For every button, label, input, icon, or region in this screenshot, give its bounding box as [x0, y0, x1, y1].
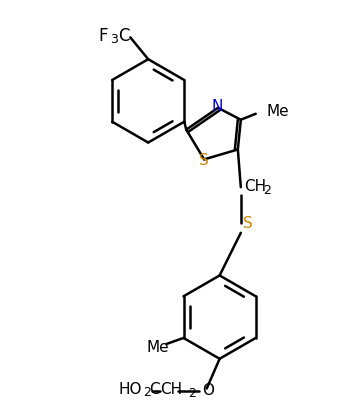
Text: CH: CH	[160, 382, 182, 397]
Text: C: C	[149, 382, 160, 397]
Text: N: N	[211, 99, 223, 114]
Text: CH: CH	[244, 178, 266, 193]
Text: C: C	[118, 28, 129, 45]
Text: 2: 2	[263, 183, 270, 197]
Text: F: F	[99, 28, 108, 45]
Text: S: S	[199, 153, 209, 168]
Text: S: S	[243, 216, 253, 231]
Text: HO: HO	[119, 382, 142, 397]
Text: Me: Me	[146, 340, 169, 355]
Text: 2: 2	[143, 386, 151, 399]
Text: 3: 3	[110, 33, 118, 46]
Text: Me: Me	[267, 104, 289, 119]
Text: O: O	[202, 383, 214, 398]
Text: 2: 2	[188, 387, 196, 400]
